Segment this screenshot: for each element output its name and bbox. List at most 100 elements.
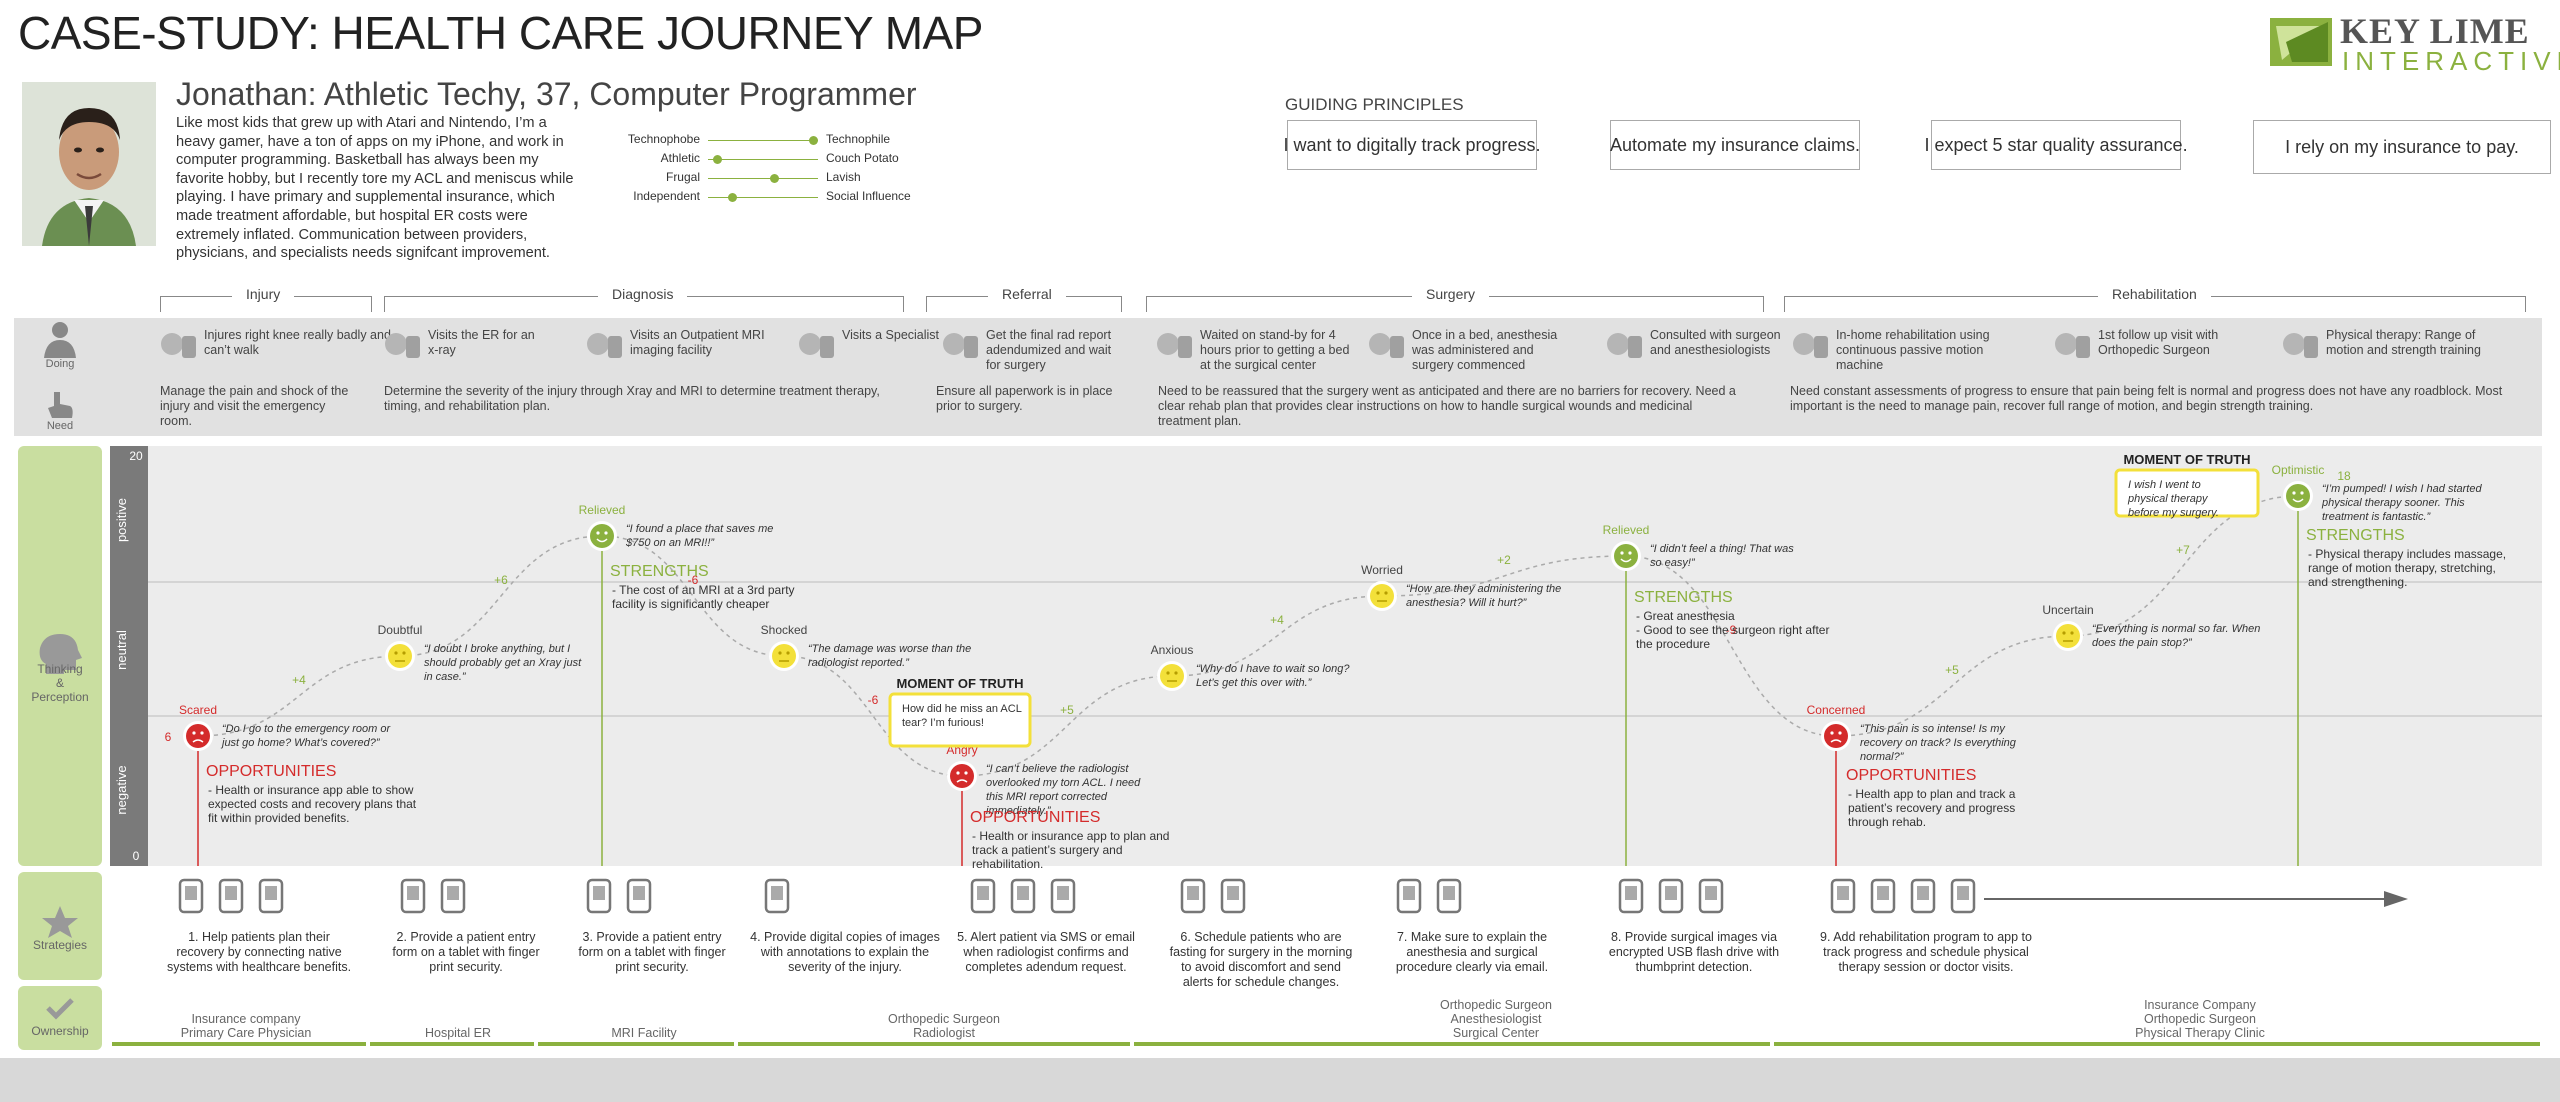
emotion-quote: should probably get an Xray just (424, 657, 582, 669)
strategy-text: 9. Add rehabilitation program to app to … (1820, 930, 2032, 974)
emotion-quote: Let’s get this over with.” (1196, 677, 1313, 689)
callout-text: - Good to see the surgeon right after (1636, 623, 1829, 637)
emotion-label: Worried (1361, 563, 1403, 577)
ownership-bar (538, 1042, 734, 1046)
emotion-mouth (2292, 498, 2304, 503)
head-thought-icon (39, 634, 82, 674)
fingerprint-icon (440, 878, 466, 914)
doing-text: Waited on stand-by for 4 hours prior to … (1200, 328, 1350, 372)
emotion-quote: anesthesia? Will it hurt?” (1406, 597, 1528, 609)
emotion-quote: this MRI report corrected (986, 791, 1108, 803)
emotion-label: Scared (179, 703, 217, 717)
emotion-label: Shocked (761, 623, 808, 637)
emotion-eye (192, 731, 196, 735)
doing-item: Waited on stand-by for 4 hours prior to … (1154, 324, 1366, 374)
strategy-item: 8. Provide surgical images via encrypted… (1604, 876, 1784, 986)
strategy-text: 3. Provide a patient entry form on a tab… (578, 930, 726, 974)
ownership-text: Insurance Company Orthopedic Surgeon Phy… (2135, 998, 2265, 1040)
emotion-eye (786, 651, 790, 655)
emotion-point (590, 524, 614, 548)
emotion-point (388, 644, 412, 668)
emotion-quote: radiologist reported.” (808, 657, 910, 669)
doing-text: Injures right knee really badly and can’… (204, 328, 391, 357)
stage-label-injury: Injury (232, 286, 295, 302)
sms-icon (1220, 878, 1246, 914)
callout-text: the procedure (1636, 637, 1710, 651)
callout-title: STRENGTHS (610, 563, 709, 580)
emotion-quote: just go home? What’s covered?” (220, 737, 381, 749)
doing-need-sidebar: Doing Need (30, 320, 90, 432)
moment-of-truth-text: I wish I went to (2128, 479, 2201, 491)
emotion-eye (604, 531, 608, 535)
doing-item: Injures right knee really badly and can’… (158, 324, 400, 374)
emotion-quote: normal?” (1860, 751, 1905, 763)
delta-label: +7 (2176, 543, 2190, 557)
thinking-perception-panel: Thinking & Perception (18, 446, 102, 866)
callout-text: - The cost of an MRI at a 3rd party (612, 583, 795, 597)
slider-track (708, 159, 818, 160)
pointing-hand-icon (48, 392, 73, 418)
emotion-point (1160, 664, 1184, 688)
persona-sliders: Technophobe Technophile Athletic Couch Pota… (560, 132, 960, 212)
delta-label: +5 (1945, 663, 1959, 677)
stage-label-surgery: Surgery (1412, 286, 1490, 302)
need-label: Need (46, 420, 74, 432)
strategy-text: 8. Provide surgical images via encrypted… (1608, 930, 1780, 974)
delta-label: +6 (494, 573, 508, 587)
y-tick-label: 20 (129, 449, 143, 463)
emotion-quote: “I found a place that saves me (626, 523, 773, 535)
slider-knob (728, 193, 738, 202)
delta-label: -9 (1726, 623, 1737, 637)
strategies-label: Strategies (32, 938, 88, 952)
ownership-text: MRI Facility (611, 1026, 677, 1040)
emotion-mouth (596, 538, 608, 543)
moment-of-truth-box (2114, 468, 2260, 518)
stage-label-rehabilitation: Rehabilitation (2098, 286, 2211, 302)
lime-logo-icon (2270, 18, 2332, 66)
sms-icon (1010, 878, 1036, 914)
zone-label: neutral (114, 630, 129, 670)
emotion-label: Doubtful (378, 623, 423, 637)
calendar-icon (1180, 878, 1206, 914)
emotion-quote: physical therapy sooner. This (2321, 497, 2465, 509)
emotion-eye (394, 651, 398, 655)
ownership-text: Orthopedic Surgeon Radiologist (888, 1012, 1000, 1040)
emotion-eye (1174, 671, 1178, 675)
rehab-icon (1793, 333, 1828, 358)
doing-text: Consulted with surgeon and anesthesiolog… (1650, 328, 1781, 357)
strategy-item: 1. Help patients plan their recovery by … (164, 876, 354, 986)
delta-label: +5 (1060, 703, 1074, 717)
slider-knob (712, 155, 722, 164)
emotion-eye (956, 771, 960, 775)
journey-path (197, 495, 2299, 777)
emotion-point (1370, 584, 1394, 608)
emotion-point (950, 764, 974, 788)
guiding-principles-label: GUIDING PRINCIPLES (1285, 95, 1464, 114)
emotion-quote: “How are they administering the (1406, 583, 1561, 595)
persona-name: Jonathan: Athletic Techy, 37, Computer P… (176, 76, 917, 112)
persona-photo (22, 82, 156, 246)
star-icon (42, 906, 78, 938)
doing-text: In-home rehabilitation using continuous … (1836, 328, 1990, 372)
doing-item: Visits an Outpatient MRI imaging facilit… (584, 324, 776, 374)
emotion-eye (1376, 591, 1380, 595)
surgeon-icon (1607, 333, 1642, 358)
zone-label: negative (114, 765, 129, 814)
fingerprint-icon (258, 878, 284, 914)
doing-item: Visits the ER for an x-ray (382, 324, 554, 374)
callout-text: range of motion therapy, stretching, (2308, 561, 2496, 575)
strategy-text: 1. Help patients plan their recovery by … (166, 930, 352, 974)
ownership-text: Insurance company Primary Care Physician (180, 1012, 312, 1040)
callout-text: - Health or insurance app able to show (208, 783, 414, 797)
stage-label-diagnosis: Diagnosis (598, 286, 688, 302)
calendar-icon (1950, 878, 1976, 914)
slider-right-label: Social Influence (826, 189, 911, 203)
ownership-bar (112, 1042, 366, 1046)
emotion-point (186, 724, 210, 748)
callout-text: patient’s recovery and progress (1848, 801, 2015, 815)
moment-of-truth-text: tear? I’m furious! (902, 717, 984, 729)
key-lime-logo: KEY LIME INTERACTIVE (2262, 11, 2560, 76)
doing-item: Get the final rad report adendumized and… (940, 324, 1132, 374)
callout-text: - Physical therapy includes massage, (2308, 547, 2506, 561)
